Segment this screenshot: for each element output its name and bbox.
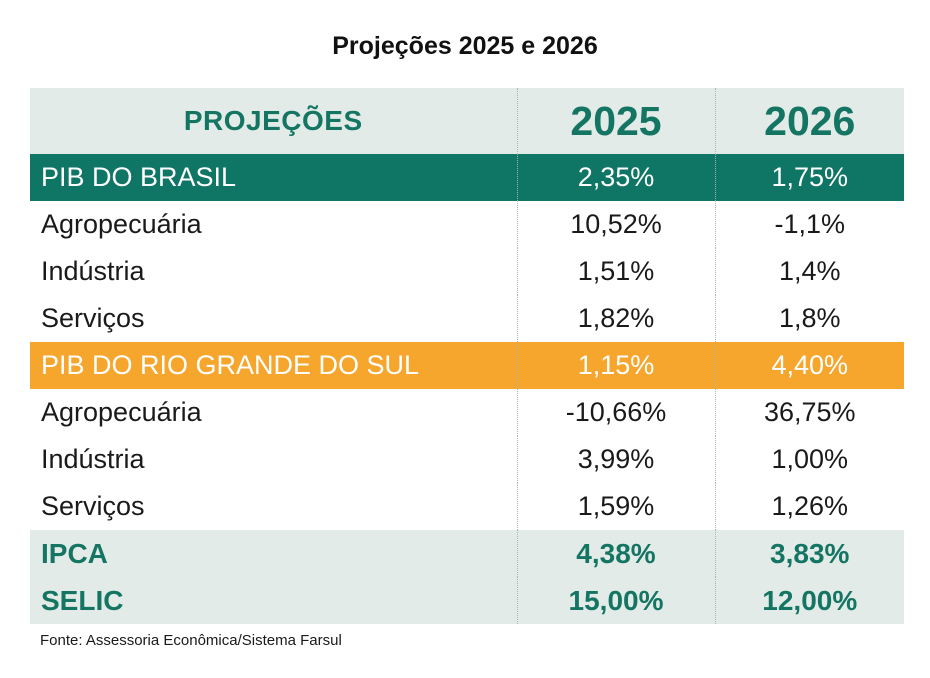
value-2026: 1,00% [771,444,849,474]
value-2025: 3,99% [516,436,716,483]
table-row-rs-industria: Indústria 3,99% 1,00% [30,436,904,483]
value-2025: 15,00% [516,577,716,624]
value-2026: 1,4% [778,256,841,286]
value-2026: 3,83% [770,537,850,569]
row-label: Indústria [41,444,145,474]
value-2026: 1,75% [771,162,849,192]
value-2026: 4,40% [771,350,849,380]
projections-table: PROJEÇÕES 2025 2026 PIB DO BRASIL 2,35% … [30,88,904,624]
value-2026: -1,1% [774,209,846,239]
table-row-brasil-agropecuaria: Agropecuária 10,52% -1,1% [30,201,904,248]
header-year-2026: 2026 [764,97,856,144]
value-2025: 1,82% [516,295,716,342]
table-row-pib-brasil: PIB DO BRASIL 2,35% 1,75% [30,154,904,201]
header-projections: PROJEÇÕES [183,105,363,136]
value-2026: 36,75% [763,397,856,427]
header-year-2025: 2025 [516,88,716,154]
row-label: Agropecuária [41,397,202,427]
value-2026: 1,8% [778,303,841,333]
table-row-rs-agropecuaria: Agropecuária -10,66% 36,75% [30,389,904,436]
value-2025: 1,15% [516,342,716,389]
row-label: Serviços [41,303,145,333]
row-label: Serviços [41,491,145,521]
table-header-row: PROJEÇÕES 2025 2026 [30,88,904,154]
source-note: Fonte: Assessoria Econômica/Sistema Fars… [40,632,342,649]
value-2025: -10,66% [516,389,716,436]
table-row-rs-servicos: Serviços 1,59% 1,26% [30,483,904,530]
value-2025: 2,35% [516,154,716,201]
table-row-selic: SELIC 15,00% 12,00% [30,577,904,624]
table-row-brasil-servicos: Serviços 1,82% 1,8% [30,295,904,342]
row-label: PIB DO BRASIL [41,162,237,192]
value-2025: 10,52% [516,201,716,248]
row-label: IPCA [41,537,108,569]
table-row-ipca: IPCA 4,38% 3,83% [30,530,904,577]
value-2026: 1,26% [771,491,849,521]
chart-title: Projeções 2025 e 2026 [332,32,598,60]
value-2025: 1,51% [516,248,716,295]
table-row-pib-rs: PIB DO RIO GRANDE DO SUL 1,15% 4,40% [30,342,904,389]
table-row-brasil-industria: Indústria 1,51% 1,4% [30,248,904,295]
value-2025: 4,38% [516,530,716,577]
row-label: PIB DO RIO GRANDE DO SUL [41,350,420,380]
row-label: Agropecuária [41,209,202,239]
value-2025: 1,59% [516,483,716,530]
value-2026: 12,00% [762,584,858,616]
row-label: Indústria [41,256,145,286]
row-label: SELIC [41,584,124,616]
